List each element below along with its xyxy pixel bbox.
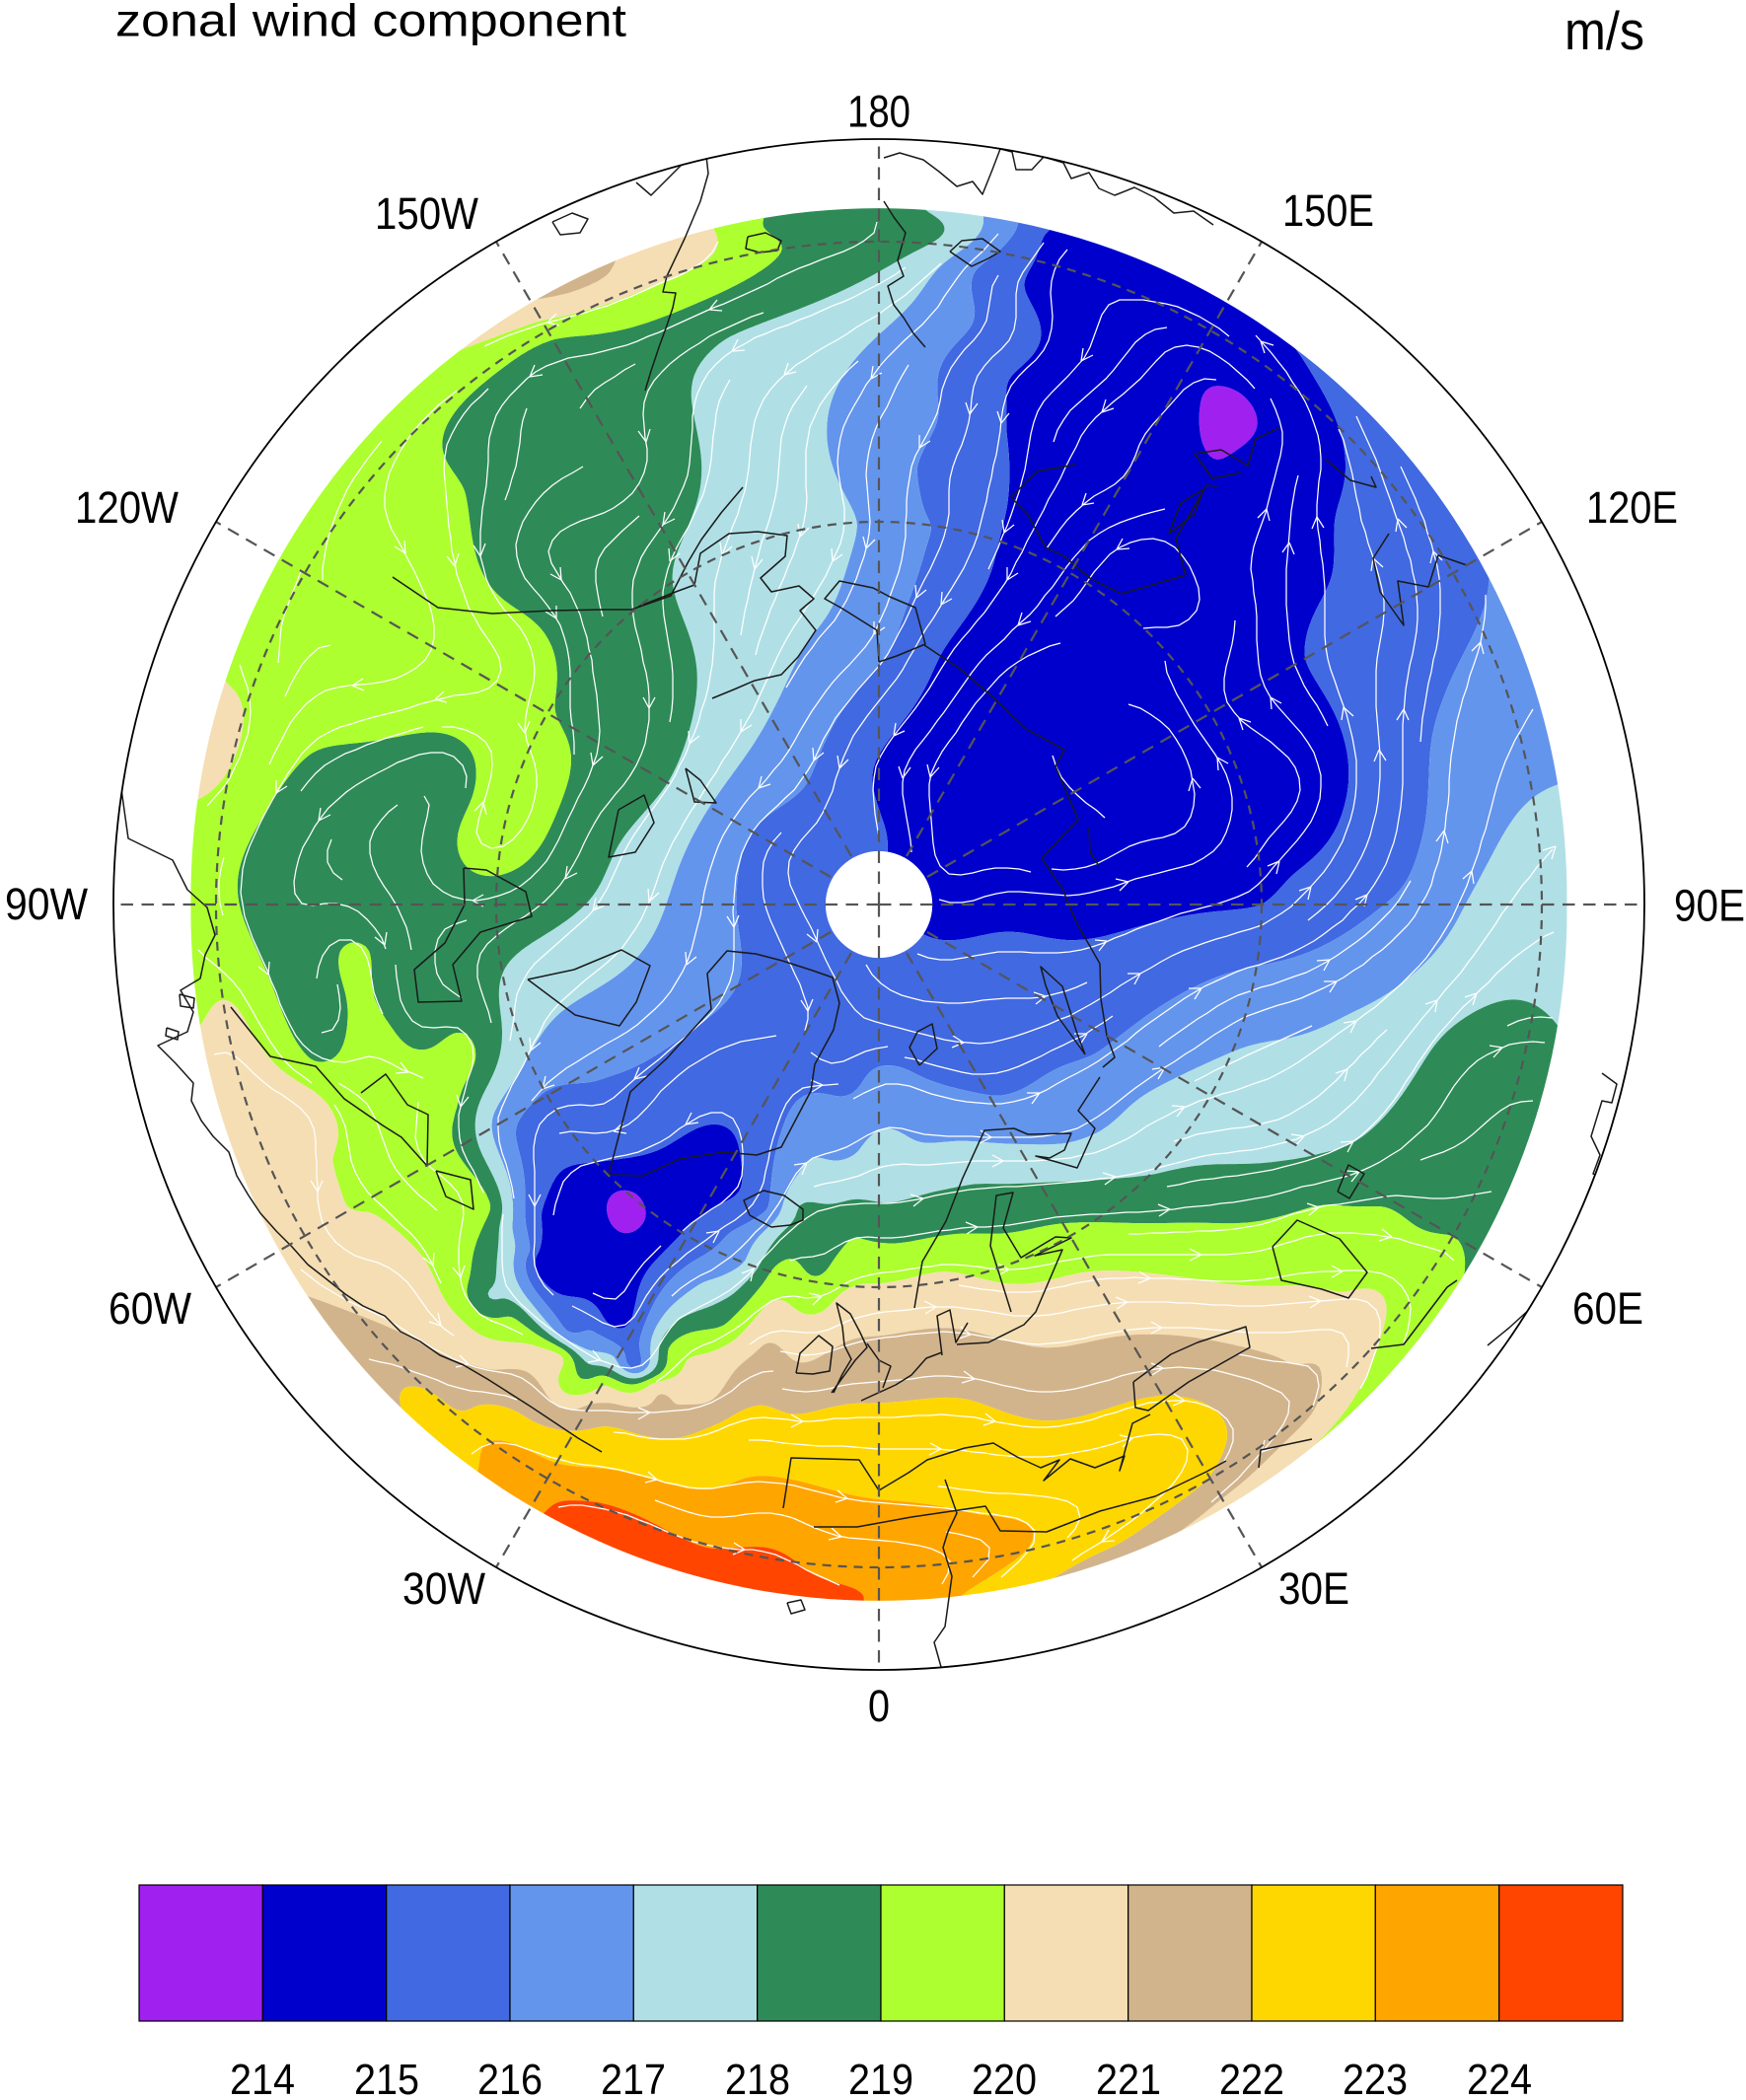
- svg-text:120E: 120E: [1586, 482, 1678, 533]
- svg-text:30E: 30E: [1278, 1563, 1349, 1614]
- svg-text:30W: 30W: [402, 1563, 485, 1614]
- svg-text:120W: 120W: [75, 482, 179, 533]
- svg-text:219: 219: [848, 2057, 913, 2095]
- svg-text:60E: 60E: [1572, 1283, 1643, 1334]
- svg-text:220: 220: [972, 2057, 1037, 2095]
- svg-text:m/s: m/s: [1564, 0, 1644, 61]
- svg-text:90W: 90W: [5, 879, 88, 929]
- svg-text:215: 215: [354, 2057, 419, 2095]
- svg-text:60W: 60W: [109, 1283, 191, 1334]
- svg-text:223: 223: [1343, 2057, 1408, 2095]
- svg-text:180: 180: [847, 87, 910, 137]
- svg-text:216: 216: [477, 2057, 543, 2095]
- svg-text:0: 0: [868, 1681, 890, 1731]
- svg-text:90E: 90E: [1674, 881, 1745, 931]
- svg-text:150W: 150W: [375, 188, 478, 239]
- svg-text:zonal wind component: zonal wind component: [115, 0, 626, 46]
- svg-text:214: 214: [230, 2057, 295, 2095]
- svg-text:221: 221: [1096, 2057, 1161, 2095]
- svg-text:222: 222: [1219, 2057, 1284, 2095]
- svg-text:224: 224: [1467, 2057, 1532, 2095]
- svg-text:217: 217: [601, 2057, 666, 2095]
- svg-text:218: 218: [725, 2057, 790, 2095]
- svg-text:150E: 150E: [1282, 185, 1374, 236]
